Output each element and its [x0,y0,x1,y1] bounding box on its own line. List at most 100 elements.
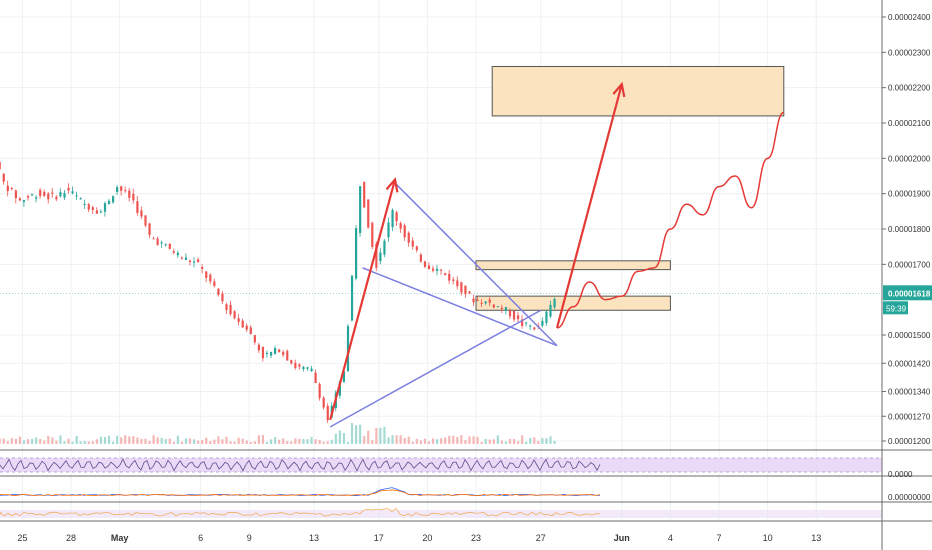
candle-body [10,187,13,189]
current-price-badge[interactable] [883,285,932,301]
volume-bar [172,441,175,444]
volume-bar [225,436,228,444]
rsi-line [0,458,601,472]
volume-bar [91,441,94,444]
volume-bar [156,437,159,444]
volume-bar [188,438,192,444]
time-tick-label: 23 [471,533,481,543]
volume-bar [423,438,427,444]
volume-bar [529,438,532,444]
volume-bar [346,441,350,444]
macd-axis-label: 0.00000000 [888,493,931,502]
volume-bar [500,440,503,444]
volume-bar [415,438,418,444]
candle-body [444,273,447,276]
candle-body [436,268,439,271]
zone-box[interactable] [491,65,785,117]
candle-body [124,190,127,192]
volume-bar [148,440,151,444]
candle-body [407,232,410,243]
volume-bar [160,437,163,444]
volume-bar [476,436,479,444]
candle-body [326,405,329,421]
candle-body [306,367,309,369]
forecast-arrows[interactable] [329,81,626,421]
forecast-arrow-head[interactable] [385,177,399,193]
volume-bar [237,437,240,444]
candle-body [314,372,317,383]
candle-body [201,266,204,269]
volume-bar [359,424,362,444]
candle-body [387,222,390,238]
time-tick-label: 28 [66,533,76,543]
volume-bar [355,425,358,444]
rsi-axis-label: 0.0000 [888,470,913,479]
trendline[interactable] [394,182,558,347]
volume-bar [541,438,544,444]
candle-body [395,212,398,222]
volume-bar [253,441,256,444]
trendline[interactable] [329,309,542,428]
candle-body [103,203,107,212]
volume-bar [444,437,447,444]
current-price-label: 0.00001618 [888,289,931,298]
candle-body [79,198,82,200]
candle-body [464,285,467,295]
target-zones[interactable] [475,65,785,311]
volume-bar [484,438,487,444]
trendlines[interactable] [329,182,558,428]
candle-body [371,222,374,247]
volume-bar [71,441,74,444]
volume-bar [35,437,38,444]
time-tick-label: 25 [17,533,27,543]
time-axis[interactable]: 25 28 May 6 9 13 17 20 23 27 Jun 4 7 10 13 [0,520,932,543]
candle-body [67,187,70,191]
volume-bar [525,441,528,444]
volume-bar [452,435,455,444]
candle-body [391,209,394,228]
volume-bar [51,437,54,444]
volume-bar [383,426,386,444]
forecast-arrow-shaft[interactable] [329,179,397,421]
volume-bar [257,435,260,444]
candle-body [415,246,418,251]
volume-bar [338,430,341,444]
candle-body [160,242,163,244]
volume-bar [124,435,127,444]
candle-body [156,238,159,245]
volume-bar [298,438,301,444]
candle-body [553,298,556,308]
volume-bar [176,435,179,444]
candle-body [375,244,378,268]
forecast-arrow-shaft[interactable] [555,83,623,329]
candle-body [468,291,471,294]
volume-bar [318,439,321,444]
volume-bar [322,441,325,444]
candle-body [278,349,281,353]
candle-body [152,238,155,240]
volume-bar [363,436,366,444]
candle-body [168,243,171,249]
forecast-arrow-head[interactable] [612,81,626,98]
candle-body [484,301,487,304]
volume-bar [407,436,410,444]
candle-body [269,351,273,356]
candle-body [423,261,427,267]
projection-path[interactable] [556,111,785,329]
volume-bar [480,441,483,444]
candle-body [221,293,224,302]
volume-bar [512,439,516,444]
volume-bar [533,437,536,444]
macd-signal-line [0,489,601,496]
trendline[interactable] [362,267,558,347]
zone-box[interactable] [475,295,671,311]
volume-bar [184,438,188,444]
projection-curve[interactable] [556,111,785,329]
candle-body [120,186,123,191]
volume-bar [282,438,285,444]
candle-body [197,259,200,263]
candle-body [545,311,548,323]
candle-body [245,325,248,330]
price-axis[interactable]: 0.00002400 0.00002300 0.00002200 0.00002100… [881,0,932,550]
